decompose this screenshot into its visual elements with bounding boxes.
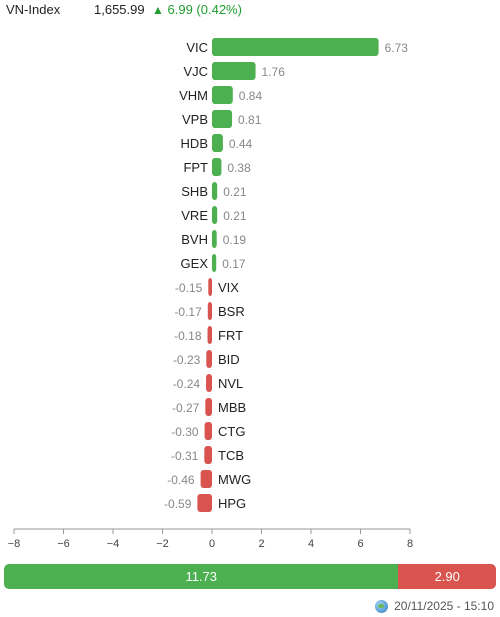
- x-tick-label: 0: [209, 538, 215, 550]
- breadth-summary-bar: 11.73 2.90: [4, 564, 496, 589]
- x-tick-label: −8: [8, 538, 21, 550]
- bar-hpg: [197, 494, 212, 512]
- category-label-ctg: CTG: [218, 424, 245, 439]
- value-label-frt: -0.18: [174, 329, 202, 343]
- bar-nvl: [206, 374, 212, 392]
- bar-vix: [208, 278, 212, 296]
- timestamp-area: 20/11/2025 - 15:10: [375, 599, 494, 613]
- timestamp: 20/11/2025 - 15:10: [394, 599, 494, 613]
- x-tick-label: 4: [308, 538, 314, 550]
- category-label-gex: GEX: [181, 256, 209, 271]
- category-label-bvh: BVH: [181, 232, 208, 247]
- negative-total-segment: 2.90: [398, 564, 496, 589]
- category-label-vhm: VHM: [179, 88, 208, 103]
- category-label-vjc: VJC: [183, 64, 208, 79]
- category-label-vre: VRE: [181, 208, 208, 223]
- value-label-bvh: 0.19: [223, 233, 247, 247]
- contribution-bar-chart: VIC 6.73 VJC 1.76 VHM 0.84 VPB 0.81 HDB 0.44 FPT 0.…: [8, 38, 413, 550]
- x-tick-label: −6: [57, 538, 70, 550]
- index-value: 1,655.99: [94, 2, 145, 17]
- value-label-ctg: -0.30: [171, 425, 199, 439]
- bar-fpt: [212, 158, 222, 176]
- category-label-hpg: HPG: [218, 496, 246, 511]
- category-label-fpt: FPT: [183, 160, 208, 175]
- category-label-nvl: NVL: [218, 376, 243, 391]
- up-arrow-icon: ▲: [152, 3, 164, 17]
- bar-bsr: [207, 302, 212, 320]
- bar-vhm: [212, 86, 233, 104]
- bar-mwg: [200, 470, 212, 488]
- value-label-tcb: -0.31: [171, 449, 199, 463]
- value-label-hpg: -0.59: [164, 497, 192, 511]
- bar-vre: [212, 206, 218, 224]
- category-label-bsr: BSR: [218, 304, 245, 319]
- bar-mbb: [205, 398, 212, 416]
- bar-frt: [207, 326, 212, 344]
- value-label-bsr: -0.17: [174, 305, 202, 319]
- category-label-tcb: TCB: [218, 448, 244, 463]
- globe-icon: [375, 599, 389, 613]
- x-tick-label: −2: [156, 538, 169, 550]
- value-label-vix: -0.15: [175, 281, 203, 295]
- x-tick-label: 6: [357, 538, 363, 550]
- category-label-mbb: MBB: [218, 400, 246, 415]
- category-label-frt: FRT: [218, 328, 243, 343]
- value-label-vre: 0.21: [223, 209, 247, 223]
- value-label-shb: 0.21: [223, 185, 247, 199]
- category-label-mwg: MWG: [218, 472, 251, 487]
- category-label-vix: VIX: [218, 280, 239, 295]
- x-tick-label: −4: [107, 538, 120, 550]
- index-change-value: 6.99 (0.42%): [167, 2, 242, 17]
- bar-ctg: [204, 422, 212, 440]
- category-label-vpb: VPB: [182, 112, 208, 127]
- bar-bvh: [212, 230, 217, 248]
- value-label-vpb: 0.81: [238, 113, 262, 127]
- value-label-bid: -0.23: [173, 353, 201, 367]
- index-name: VN-Index: [6, 2, 61, 17]
- x-tick-label: 8: [407, 538, 413, 550]
- category-label-shb: SHB: [181, 184, 208, 199]
- value-label-fpt: 0.38: [227, 161, 251, 175]
- x-tick-label: 2: [258, 538, 264, 550]
- value-label-hdb: 0.44: [229, 137, 253, 151]
- category-label-vic: VIC: [186, 40, 208, 55]
- bar-bid: [206, 350, 212, 368]
- value-label-mwg: -0.46: [167, 473, 195, 487]
- category-label-hdb: HDB: [181, 136, 208, 151]
- bar-tcb: [204, 446, 212, 464]
- value-label-mbb: -0.27: [172, 401, 200, 415]
- bar-vjc: [212, 62, 256, 80]
- bar-gex: [212, 254, 217, 272]
- positive-total-segment: 11.73: [4, 564, 399, 589]
- value-label-gex: 0.17: [222, 257, 246, 271]
- category-label-bid: BID: [218, 352, 240, 367]
- value-label-nvl: -0.24: [173, 377, 201, 391]
- index-change: ▲ 6.99 (0.42%): [152, 2, 242, 17]
- value-label-vjc: 1.76: [262, 65, 286, 79]
- bar-hdb: [212, 134, 223, 152]
- bar-shb: [212, 182, 218, 200]
- value-label-vic: 6.73: [385, 41, 409, 55]
- bar-vpb: [212, 110, 233, 128]
- bar-vic: [212, 38, 379, 56]
- value-label-vhm: 0.84: [239, 89, 263, 103]
